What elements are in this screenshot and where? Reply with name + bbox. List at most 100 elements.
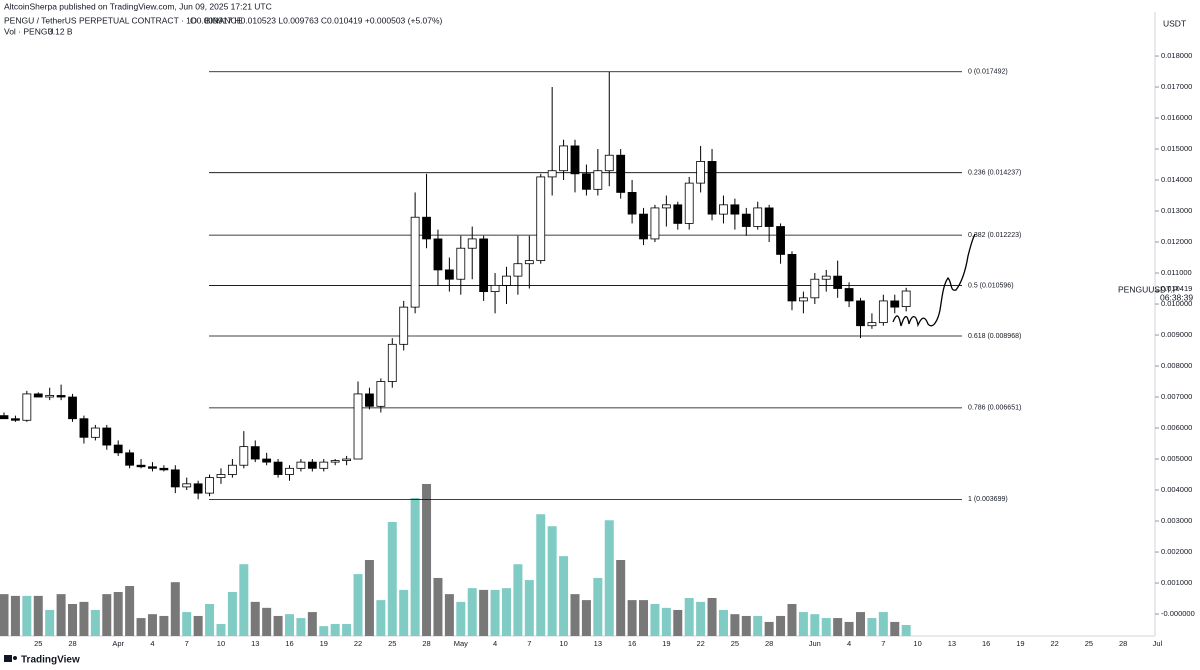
x-tick-label: 28 xyxy=(422,639,430,648)
candle-body xyxy=(833,275,843,289)
candle-body xyxy=(296,461,306,469)
volume-bar xyxy=(307,612,317,636)
volume-bar xyxy=(90,609,100,636)
volume-bar xyxy=(787,603,797,636)
fib-label: 0.5 (0.010596) xyxy=(968,282,1014,289)
candle-body xyxy=(627,192,637,215)
volume-bar xyxy=(524,580,534,636)
y-tick-label: 0.016000 xyxy=(1161,113,1192,122)
volume-bar xyxy=(159,615,169,636)
candle-body xyxy=(856,300,865,327)
x-tick-label: 28 xyxy=(765,639,773,648)
symbol-tag: PENGUUSDT.P xyxy=(1118,284,1179,294)
candle-body xyxy=(616,154,626,193)
volume-bar xyxy=(45,609,55,636)
volume-bar xyxy=(182,612,192,636)
volume-bar xyxy=(68,603,78,636)
y-tick-label: 0.012000 xyxy=(1161,237,1192,246)
candle-body xyxy=(170,469,180,488)
x-tick-label: May xyxy=(454,639,468,648)
candle-layer xyxy=(0,71,911,500)
candle-body xyxy=(878,300,888,324)
candle-body xyxy=(719,204,728,215)
brand-logo xyxy=(4,655,17,662)
y-tick-label: 0.014000 xyxy=(1161,175,1192,184)
volume-bar xyxy=(593,577,603,636)
volume-bar xyxy=(490,589,500,636)
candle-body xyxy=(353,393,363,460)
candle-body xyxy=(387,343,397,382)
candle-body xyxy=(890,300,900,308)
candle-body xyxy=(68,396,77,420)
volume-bar xyxy=(456,601,466,636)
volume-bar xyxy=(387,522,397,636)
candle-body xyxy=(787,254,797,302)
volume-bar xyxy=(707,598,717,636)
candle-body xyxy=(399,306,409,345)
x-tick-label: 22 xyxy=(696,639,704,648)
volume-bar xyxy=(810,614,820,636)
x-tick-label: 10 xyxy=(913,639,921,648)
volume-bar xyxy=(433,577,443,636)
candle-body xyxy=(741,213,751,227)
candle-body xyxy=(479,238,489,293)
candle-body xyxy=(810,278,820,299)
volume-bar xyxy=(342,624,352,636)
y-tick-label: 0.017000 xyxy=(1161,82,1192,91)
x-tick-label: 7 xyxy=(527,639,531,648)
volume-bar xyxy=(696,601,706,636)
candle-body xyxy=(182,483,192,488)
countdown: 06:38:39 xyxy=(1160,292,1193,302)
y-tick-label: -0.000000 xyxy=(1161,609,1195,618)
x-tick-label: 16 xyxy=(285,639,293,648)
volume-bar xyxy=(10,595,20,636)
volume-bar xyxy=(262,607,272,636)
candle-body xyxy=(901,290,911,307)
candle-body xyxy=(113,444,123,454)
volume-bar xyxy=(250,601,260,636)
volume-bar xyxy=(798,612,808,636)
candle-body xyxy=(205,477,214,494)
volume-bar xyxy=(833,618,843,636)
y-tick-label: 0.006000 xyxy=(1161,423,1192,432)
brand: TradingView xyxy=(21,655,80,666)
candle-body xyxy=(56,395,66,398)
y-tick-label: 0.001000 xyxy=(1161,578,1192,587)
candle-body xyxy=(136,464,146,468)
candle-body xyxy=(193,483,203,494)
volume-bar xyxy=(79,601,89,636)
candle-body xyxy=(684,182,694,224)
volume-bar xyxy=(741,615,751,636)
candle-body xyxy=(410,216,420,308)
x-tick-label: 13 xyxy=(251,639,259,648)
volume-bar xyxy=(867,618,877,636)
volume-bar xyxy=(479,589,489,636)
candle-body xyxy=(319,461,329,469)
candle-body xyxy=(707,161,717,215)
candle-body xyxy=(696,161,706,184)
candle-body xyxy=(593,170,603,190)
volume-bar xyxy=(878,612,888,636)
y-tick-label: 0.009000 xyxy=(1161,330,1192,339)
volume-bar xyxy=(616,560,626,636)
volume-bar xyxy=(501,588,511,636)
candle-body xyxy=(582,173,591,190)
candle-body xyxy=(776,226,785,255)
volume-bar xyxy=(581,600,591,636)
x-tick-label: 25 xyxy=(731,639,739,648)
candle-body xyxy=(148,466,157,469)
x-tick-label: 28 xyxy=(68,639,76,648)
volume-bar xyxy=(650,603,660,636)
y-tick-label: 0.003000 xyxy=(1161,516,1192,525)
x-tick-label: 22 xyxy=(1050,639,1058,648)
x-tick-label: 19 xyxy=(320,639,328,648)
axis-layer: 0.018000 0.017000 0.016000 0.015000 0.014000… xyxy=(34,51,1195,648)
volume-bar xyxy=(673,609,683,636)
volume-bar xyxy=(547,526,557,636)
volume-bar xyxy=(273,615,283,636)
volume-bar xyxy=(353,574,363,636)
x-tick-label: 16 xyxy=(628,639,636,648)
volume-bar xyxy=(285,614,294,636)
candle-body xyxy=(11,418,20,421)
candle-body xyxy=(730,204,740,215)
